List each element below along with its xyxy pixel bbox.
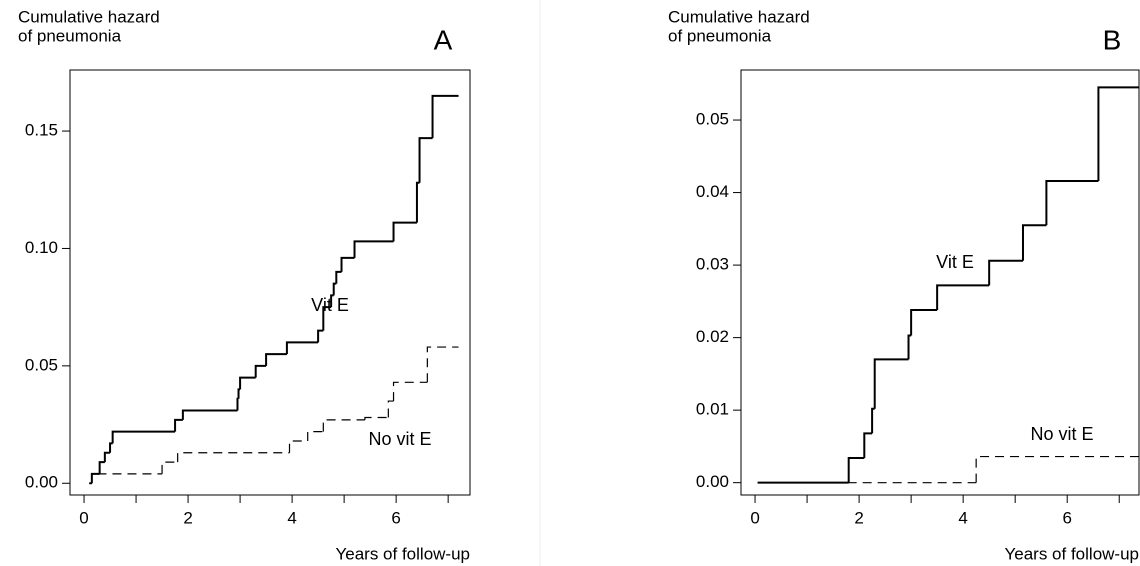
step-segment <box>111 430 176 444</box>
step-segment <box>1021 224 1047 261</box>
step-segment <box>98 461 105 474</box>
step-segment <box>91 473 163 484</box>
y-axis-title: Cumulative hazard <box>668 7 810 26</box>
step-segment <box>332 282 337 296</box>
step-segment <box>910 309 938 336</box>
series-label: No vit E <box>368 429 431 449</box>
step-segment <box>988 259 1023 286</box>
step-segment <box>847 457 865 483</box>
step-segment <box>936 284 990 311</box>
step-segment <box>103 451 111 463</box>
step-segment <box>285 341 319 355</box>
step-segment <box>177 452 290 463</box>
step-segment <box>431 94 459 139</box>
step-segment <box>317 329 324 343</box>
step-segment <box>181 409 238 420</box>
step-segment <box>307 431 324 441</box>
step-segment <box>109 442 113 453</box>
step-segment <box>335 270 342 284</box>
y-tick-label: 0.05 <box>25 355 58 374</box>
plot-frame <box>69 69 471 496</box>
y-tick-label: 0.10 <box>25 238 58 257</box>
series-label: Vit E <box>936 252 974 272</box>
x-tick-label: 4 <box>958 508 967 527</box>
step-segment <box>288 440 308 453</box>
y-axis-title: Cumulative hazard <box>18 7 160 26</box>
step-segment <box>907 334 912 360</box>
step-segment <box>236 397 239 411</box>
step-segment <box>161 461 178 474</box>
step-segment <box>426 346 459 383</box>
plot-frame <box>740 69 1140 496</box>
step-segment <box>1045 179 1099 226</box>
x-tick-label: 6 <box>1062 508 1071 527</box>
x-tick-label: 2 <box>854 508 863 527</box>
y-tick-label: 0.15 <box>25 121 58 140</box>
step-segment <box>353 240 394 258</box>
x-axis-title: Years of follow-up <box>1004 544 1139 563</box>
step-segment <box>239 376 256 390</box>
step-segment <box>340 256 355 272</box>
y-axis-title: of pneumonia <box>668 26 772 45</box>
step-segment <box>871 407 875 434</box>
step-segment <box>975 455 1139 483</box>
step-segment <box>237 388 241 399</box>
y-tick-label: 0.00 <box>696 472 729 491</box>
y-tick-label: 0.00 <box>25 473 58 492</box>
step-segment <box>90 472 100 484</box>
y-tick-label: 0.02 <box>696 327 729 346</box>
x-tick-label: 0 <box>750 508 759 527</box>
step-segment <box>418 137 433 183</box>
step-segment <box>387 400 394 418</box>
step-segment <box>863 432 873 459</box>
x-axis-title: Years of follow-up <box>335 544 470 563</box>
x-tick-label: 4 <box>287 508 296 527</box>
step-segment <box>322 306 332 331</box>
panel-label: A <box>434 24 453 55</box>
y-tick-label: 0.01 <box>696 400 729 419</box>
series-label: No vit E <box>1030 424 1093 444</box>
y-tick-label: 0.04 <box>696 182 729 201</box>
step-segment <box>1097 86 1139 181</box>
panel-label: B <box>1103 24 1122 55</box>
y-tick-label: 0.03 <box>696 255 729 274</box>
series-label: Vit E <box>311 295 349 315</box>
step-segment <box>392 221 417 242</box>
step-segment <box>392 381 428 402</box>
step-segment <box>415 181 420 223</box>
step-segment <box>174 418 183 432</box>
step-segment <box>265 353 287 366</box>
x-tick-label: 6 <box>391 508 400 527</box>
step-segment <box>873 358 909 409</box>
y-tick-label: 0.05 <box>696 110 729 129</box>
step-segment <box>322 419 365 432</box>
y-axis-title: of pneumonia <box>18 26 122 45</box>
step-segment <box>364 416 389 420</box>
x-tick-label: 2 <box>183 508 192 527</box>
x-tick-label: 0 <box>79 508 88 527</box>
step-segment <box>254 364 267 378</box>
